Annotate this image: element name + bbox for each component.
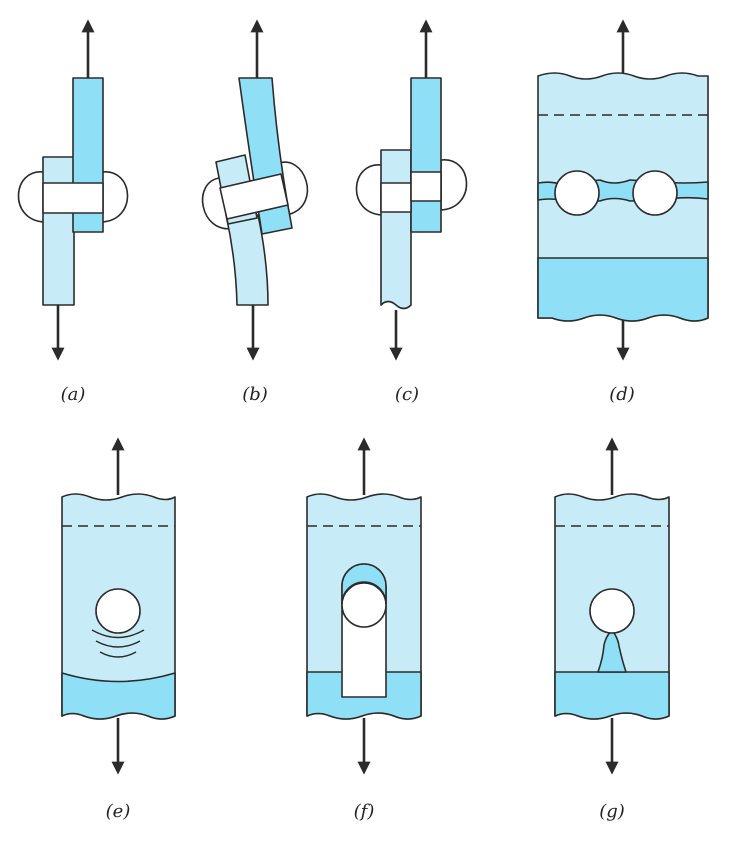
rivet-shank [42,182,104,214]
panel-label-b: (b) [242,384,268,405]
panel-label-f: (f) [354,801,375,822]
panel-b [201,19,309,361]
plate-lower [225,214,269,306]
rivet-sheared-upper [410,171,442,202]
rivet-sheared-lower [380,182,412,213]
panel-label-e: (e) [106,801,131,822]
rivet-hole [589,588,635,634]
rivet-head [17,171,45,223]
panel-g [554,437,670,775]
panel-label-g: (g) [599,801,625,822]
plate-lower-band [554,671,670,720]
plate-lower [380,149,412,310]
rivet-hole [95,588,141,634]
panel-d [537,19,709,361]
panel-label-d: (d) [609,384,635,405]
panel-a [17,19,129,361]
bearing-arc [95,640,141,648]
panel-e [61,437,176,775]
bearing-arc [99,651,137,658]
rivet-hole [632,170,678,216]
rivet-head [101,171,129,223]
plate-lower-band [537,257,709,322]
rivet-hole [341,582,387,628]
panel-f [306,437,422,775]
bearing-arc [91,629,145,639]
plate-lower [42,156,75,306]
rivet-head [276,161,309,215]
panel-c [355,19,468,361]
plate-upper [410,77,442,233]
panel-label-c: (c) [395,384,419,405]
rivet-head [440,159,468,211]
rivet-head [355,164,383,216]
panel-label-a: (a) [61,384,86,405]
plate-lower-band [61,672,176,720]
rivet-shank [219,173,289,220]
rivet-hole [554,170,600,216]
